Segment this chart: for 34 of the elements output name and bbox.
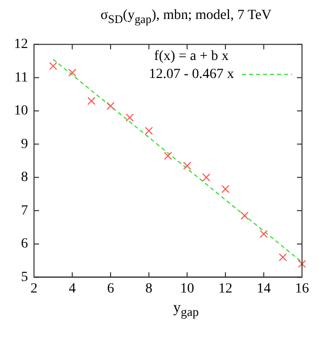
y-tick-label: 7 [21,203,28,218]
y-tick-label: 12 [14,37,28,52]
point [164,152,172,160]
x-tick-label: 12 [218,281,232,296]
y-tick-label: 5 [21,270,28,285]
y-tick-label: 8 [21,170,28,186]
point [126,114,134,122]
x-tick-label: 14 [256,281,271,296]
point [68,68,76,77]
x-tick-label: 4 [68,281,76,296]
y-tick-label: 6 [21,236,28,252]
x-tick-label: 2 [30,281,38,296]
point [240,212,249,220]
point [221,185,230,194]
point [87,96,96,105]
y-tick-label: 10 [14,104,28,119]
y-tick-label: 9 [21,136,28,152]
point [298,260,306,268]
point [106,102,115,110]
chart-title: σ$_{SD}$(y$_{gap}$), mbn; model, 7 TeV [99,8,273,28]
x-tick-label: 6 [107,281,114,296]
point [260,230,268,238]
y-tick-label: 11 [14,70,28,86]
x-tick-label: 8 [145,281,152,296]
point [49,62,58,70]
x-axis-title: y$_{gap}$ [172,300,200,320]
x-tick-label: 16 [295,281,309,296]
point [278,253,287,262]
legend-label: 12.07 - 0.467 x [148,67,234,82]
point [183,162,192,170]
point [202,173,210,182]
x-tick-label: 10 [180,281,194,296]
legend-title: f(x) = a + b x [154,49,229,64]
point [144,126,153,135]
